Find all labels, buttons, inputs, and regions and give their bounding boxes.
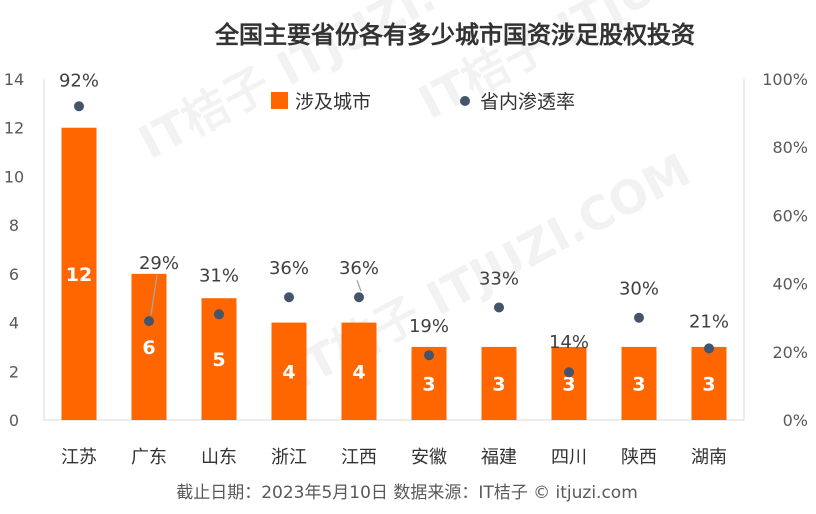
percent-label: 36% <box>339 258 379 279</box>
dot <box>214 309 224 320</box>
dot <box>74 101 84 112</box>
category-label: 江西 <box>341 447 377 468</box>
dot-series <box>74 101 714 378</box>
category-label: 山东 <box>201 447 237 468</box>
chart-title: 全国主要省份各有多少城市国资涉足股权投资 <box>214 21 695 49</box>
left-axis-tick-label: 8 <box>9 216 19 235</box>
dot <box>704 343 714 354</box>
right-axis: 0% 20% 40% 60% 80% 100% <box>743 70 808 430</box>
legend-label-bar: 涉及城市 <box>295 91 371 113</box>
percent-leader-line <box>150 275 158 316</box>
left-axis-tick-label: 2 <box>9 362 19 381</box>
category-label: 广东 <box>131 447 167 468</box>
left-axis-tick-label: 12 <box>4 119 24 138</box>
category-label: 湖南 <box>691 447 727 468</box>
legend-marker-dot <box>460 96 470 106</box>
legend: 涉及城市 省内渗透率 <box>271 91 575 113</box>
right-axis-tick-label: 40% <box>772 275 808 294</box>
percent-label: 21% <box>689 311 729 332</box>
right-axis-tick-label: 100% <box>762 70 808 89</box>
legend-swatch-bar <box>271 92 288 109</box>
bar-value-label: 4 <box>352 361 365 383</box>
category-label: 四川 <box>551 447 587 468</box>
left-axis-tick-label: 4 <box>9 314 19 333</box>
percent-label: 33% <box>479 268 519 289</box>
bar-value-label: 3 <box>562 373 575 395</box>
bar-value-label: 3 <box>422 373 435 395</box>
bar-value-label: 3 <box>702 373 715 395</box>
bar-value-labels: 12 6 5 4 4 3 3 3 3 3 <box>66 264 716 396</box>
dot <box>634 312 644 323</box>
footnote: 截止日期：2023年5月10日 数据来源：IT桔子 © itjuzi.com <box>176 483 638 503</box>
bar <box>621 346 657 420</box>
bar-value-label: 5 <box>212 349 225 371</box>
percent-label: 30% <box>619 279 659 300</box>
left-axis-tick-label: 14 <box>4 70 24 89</box>
watermark-text: IT桔子 ITJUZI.COM <box>410 0 816 130</box>
bar-value-label: 6 <box>142 337 155 359</box>
bar-value-label: 12 <box>66 264 92 286</box>
bar <box>131 273 167 420</box>
dot <box>424 350 434 361</box>
category-label: 福建 <box>481 447 517 468</box>
percent-label: 29% <box>139 253 179 274</box>
category-label: 陕西 <box>621 447 657 468</box>
percent-leader-line <box>356 280 362 292</box>
percent-label: 92% <box>59 70 99 91</box>
percent-label: 31% <box>199 265 239 286</box>
dot <box>564 367 574 378</box>
dot <box>144 316 154 327</box>
right-axis-tick-label: 0% <box>783 411 808 430</box>
right-axis-tick-label: 20% <box>772 343 808 362</box>
percent-labels: 92% 29% 31% 36% 36% 19% 33% 14% 30% 21% <box>59 70 729 353</box>
bar <box>61 127 97 420</box>
bar-value-label: 4 <box>282 361 295 383</box>
category-label: 安徽 <box>411 447 447 468</box>
percent-label: 14% <box>549 332 589 353</box>
left-axis-tick-label: 0 <box>9 411 19 430</box>
left-axis-tick-label: 10 <box>4 167 24 186</box>
category-labels: 江苏 广东 山东 浙江 江西 安徽 福建 四川 陕西 湖南 <box>61 447 727 468</box>
bar <box>271 322 307 420</box>
dot <box>284 292 294 303</box>
legend-label-dot: 省内渗透率 <box>480 91 575 113</box>
bar <box>481 346 517 420</box>
category-label: 浙江 <box>271 447 307 468</box>
bar-series <box>61 127 727 420</box>
bar <box>691 346 727 420</box>
bar <box>551 346 587 420</box>
bar-value-label: 3 <box>492 373 505 395</box>
percent-label: 19% <box>409 316 449 337</box>
right-axis-tick-label: 80% <box>772 138 808 157</box>
bar-value-label: 3 <box>632 373 645 395</box>
left-axis-tick-label: 6 <box>9 265 19 284</box>
dot <box>354 292 364 303</box>
percent-label: 36% <box>269 258 309 279</box>
right-axis-tick-label: 60% <box>772 206 808 225</box>
dot <box>494 302 504 313</box>
category-label: 江苏 <box>61 447 97 468</box>
bar <box>341 322 377 420</box>
